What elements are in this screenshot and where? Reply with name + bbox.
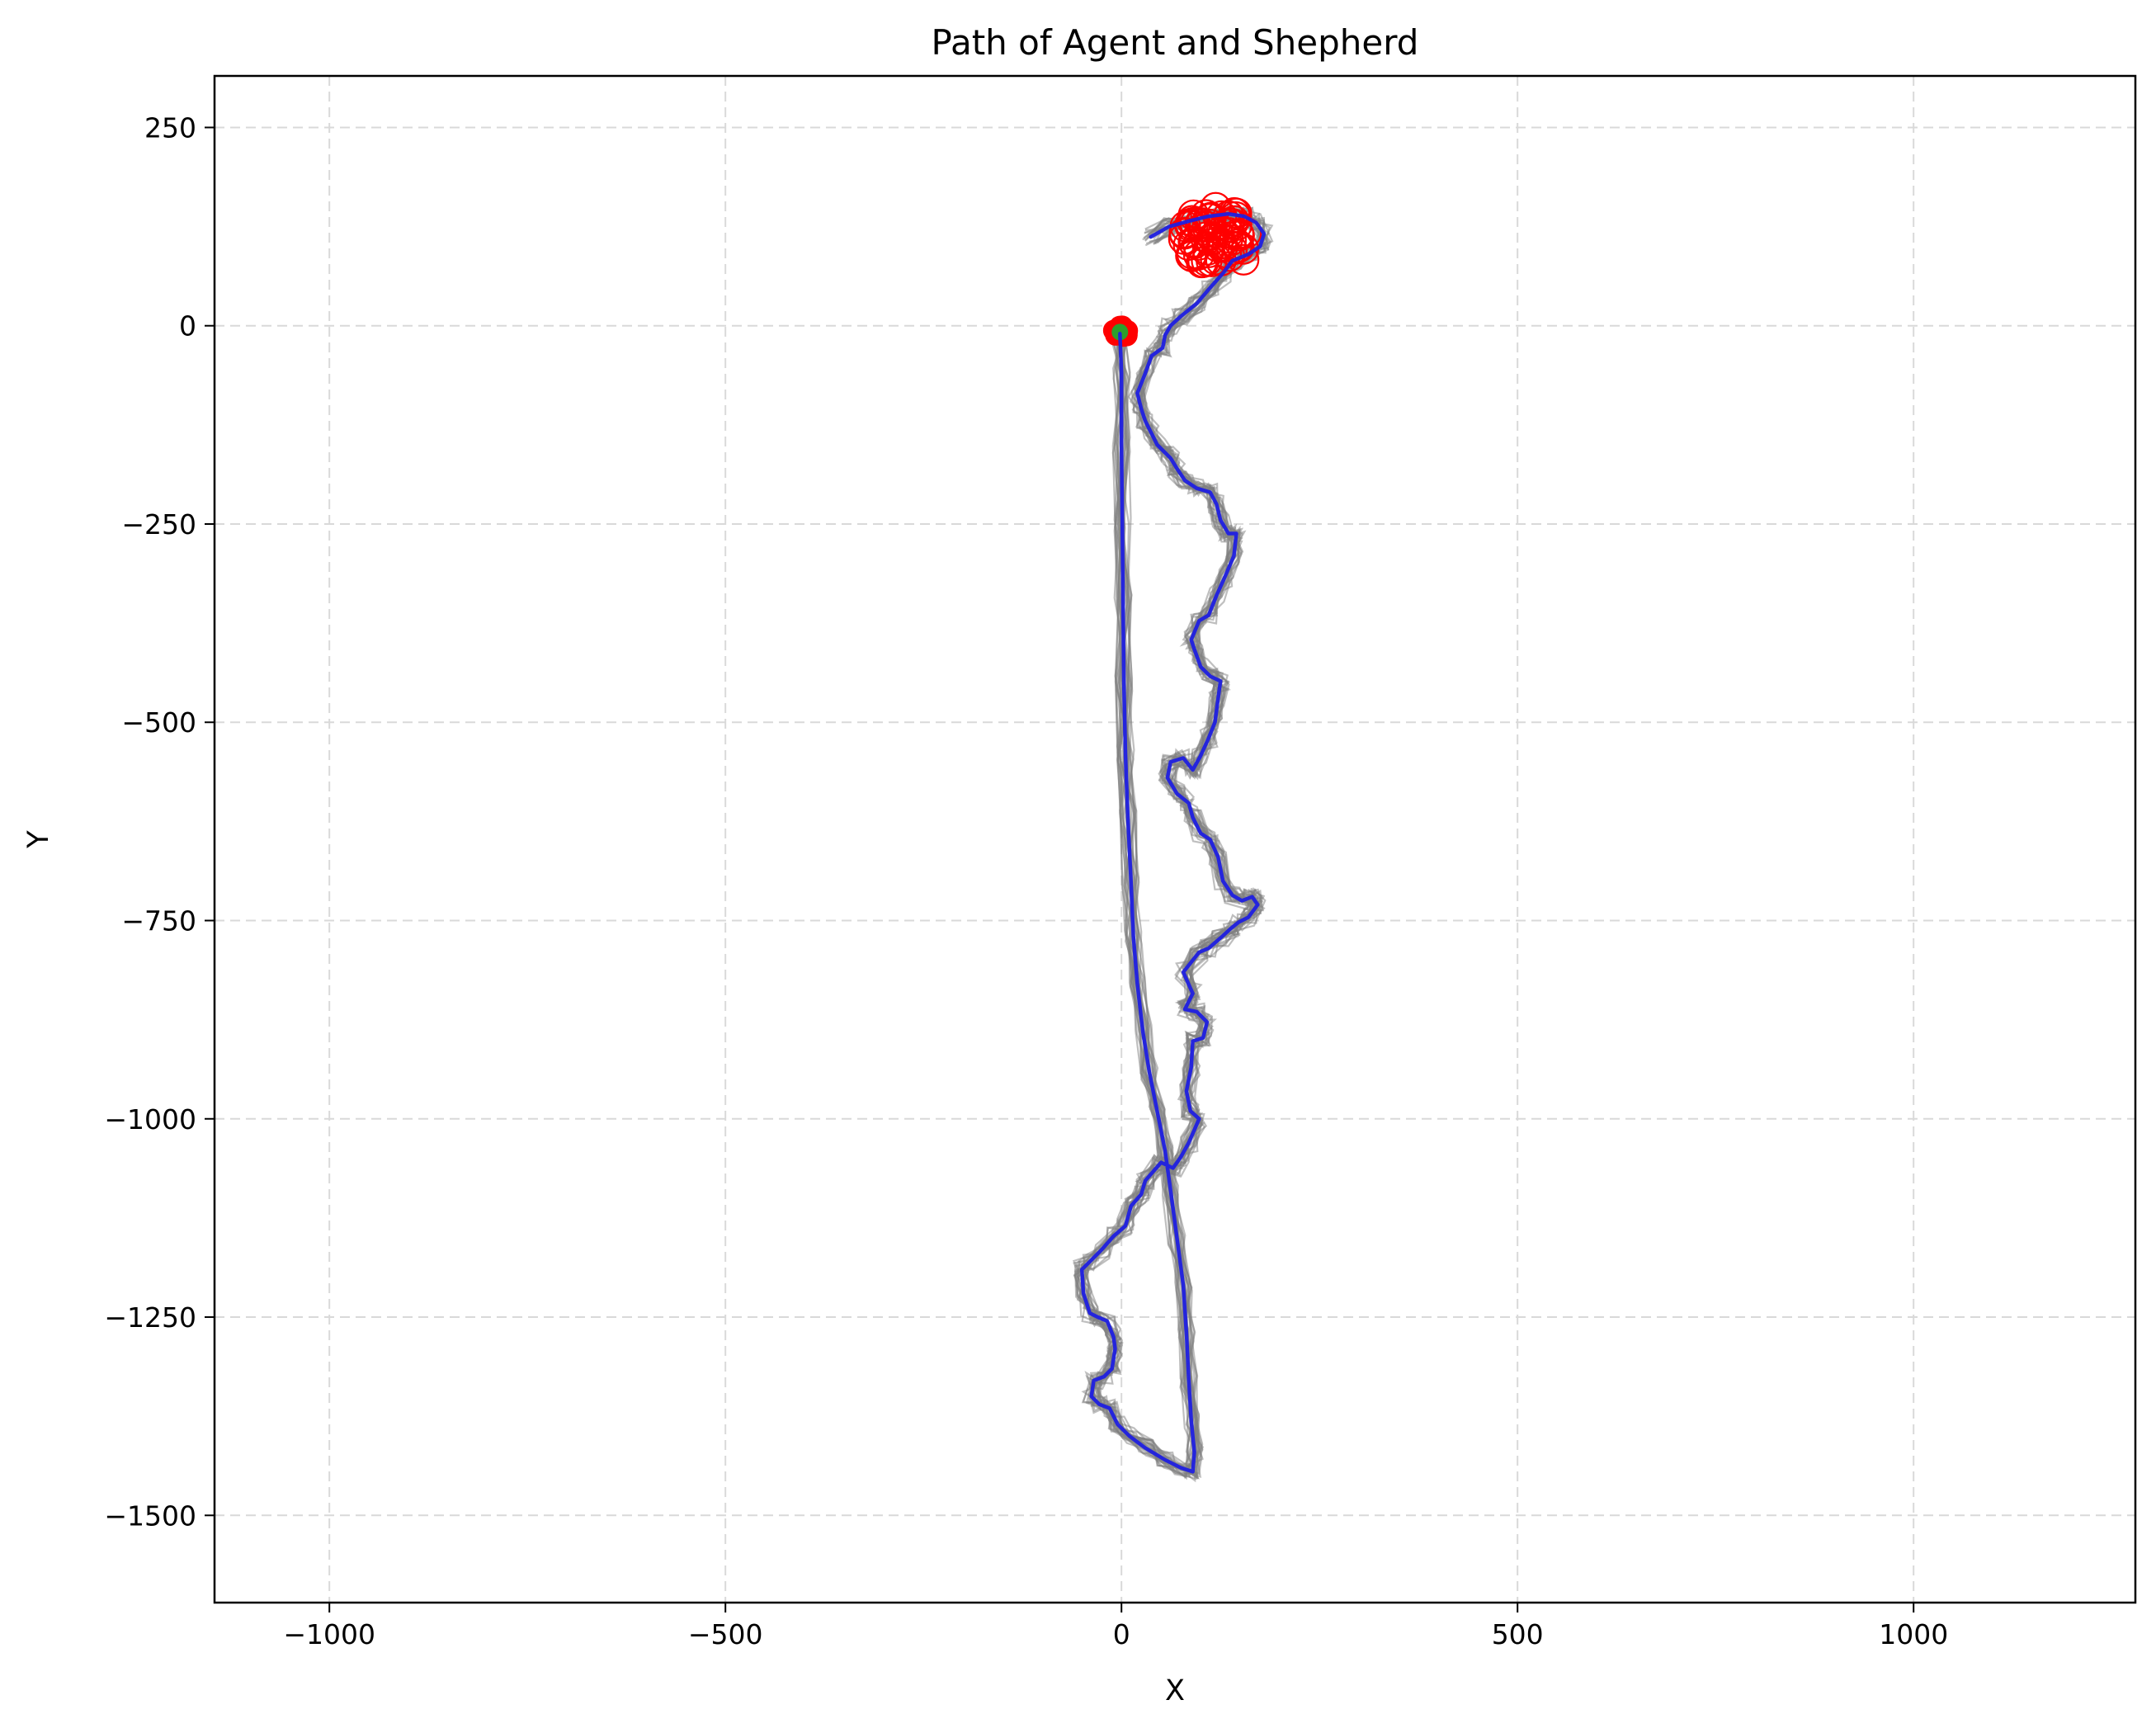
agent-path-series [1079, 211, 1267, 1474]
agent-path-line [1079, 211, 1267, 1474]
x-tick-label: 1000 [1879, 1618, 1948, 1650]
y-tick-label: −500 [121, 706, 196, 739]
shepherd-marker [1207, 216, 1239, 249]
x-tick-label: −500 [688, 1618, 763, 1650]
y-tick-label: 0 [179, 310, 196, 342]
x-tick-label: 0 [1113, 1618, 1130, 1650]
y-tick-label: −1000 [104, 1103, 196, 1136]
x-tick-label: 500 [1492, 1618, 1544, 1650]
x-axis-label: X [1165, 1674, 1185, 1707]
y-tick-label: −1500 [104, 1499, 196, 1532]
y-tick-label: −250 [121, 508, 196, 541]
shepherd-marker [1188, 210, 1220, 242]
y-axis-label: Y [22, 830, 55, 849]
y-axis-ticks: 250 0 −250 −500 −750 −1000 −1250 −1500 [104, 111, 215, 1532]
x-tick-label: −1000 [283, 1618, 375, 1650]
shepherd-marker [1215, 234, 1248, 266]
grid [215, 76, 2135, 1603]
shepherd-trail-line [1080, 212, 1265, 1479]
shepherd-marker [1218, 196, 1251, 229]
y-tick-label: −1250 [104, 1301, 196, 1334]
y-tick-label: −750 [121, 905, 196, 937]
plot-frame [213, 74, 2137, 1604]
x-axis-ticks: −1000 −500 0 500 1000 [283, 1603, 1948, 1650]
y-tick-label: 250 [144, 111, 196, 144]
chart-title: Path of Agent and Shepherd [932, 22, 1419, 63]
